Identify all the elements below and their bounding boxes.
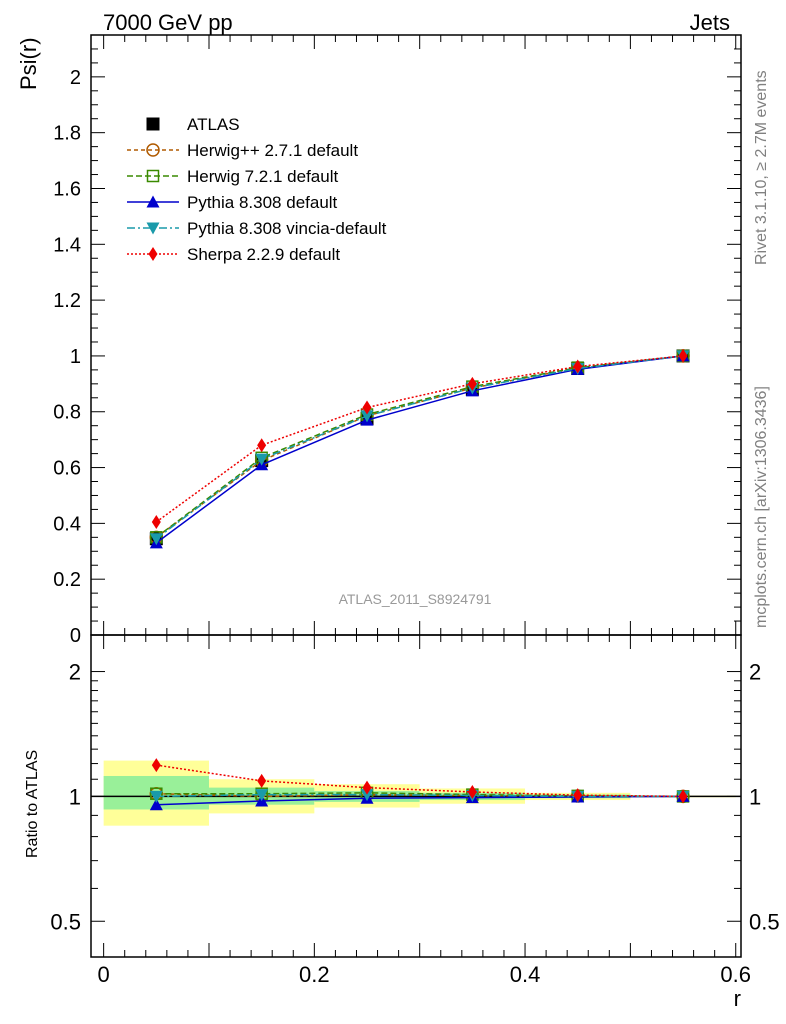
legend-item-herwig-7-2-1-default: Herwig 7.2.1 default [127, 167, 338, 186]
data-point [678, 348, 688, 363]
y-tick-label: 2 [70, 67, 81, 89]
data-point [362, 400, 372, 415]
ratio-data-point [573, 788, 583, 803]
header-right: Jets [690, 10, 730, 35]
header-left: 7000 GeV pp [103, 10, 233, 35]
series-herwig-7-2-1-default [150, 349, 690, 544]
series-atlas [149, 349, 690, 546]
series-line [155, 355, 684, 538]
data-point [467, 376, 477, 391]
y-tick-label: 0.4 [53, 513, 81, 535]
ratio-series-line [156, 764, 684, 798]
ratio-y-tick-label-left: 0.5 [50, 909, 81, 934]
bottom-y-axis-label: Ratio to ATLAS [24, 750, 41, 858]
main-panel: 0 0.2 0.4 0.6 0.8 1 1.2 1.4 1.6 1.8 2 [53, 34, 742, 647]
series-herwig-2-7-1-default [149, 349, 690, 545]
data-point [255, 453, 269, 466]
legend-marker [146, 117, 160, 131]
legend-label: Pythia 8.308 vincia-default [187, 219, 387, 238]
mcplots-label: mcplots.cern.ch [arXiv:1306.3436] [753, 386, 770, 628]
series-line [155, 355, 684, 523]
series-sherpa-2-2-9-default [151, 348, 688, 529]
ratio-data-point [257, 773, 267, 788]
series-pythia-8-308-vincia-default [149, 350, 690, 546]
ratio-series-line [156, 792, 684, 798]
ratio-y-tick-label-left: 2 [69, 660, 81, 685]
ratio-data-point [149, 790, 163, 803]
ratio-y-tick-label-right: 1 [749, 784, 761, 809]
ratio-data-point [255, 789, 269, 802]
legend-label: Sherpa 2.2.9 default [187, 245, 340, 264]
ratio-y-tick-label-right: 2 [749, 660, 761, 685]
data-point [149, 533, 163, 546]
legend-marker [146, 195, 160, 208]
y-tick-label: 1.8 [53, 123, 81, 145]
y-tick-label: 1 [70, 346, 81, 368]
y-tick-label: 0.6 [53, 458, 81, 480]
legend-item-atlas: ATLAS [146, 115, 240, 134]
data-point [257, 438, 267, 453]
legend-label: Pythia 8.308 default [187, 193, 338, 212]
ratio-panel: 0.5 0.5 1 1 2 2 0 0.2 0.4 0.6 [50, 634, 780, 987]
legend-marker [148, 247, 158, 261]
ratio-series-sherpa-2-2-9-default [151, 758, 688, 804]
legend-label: ATLAS [187, 115, 240, 134]
y-tick-label: 0.8 [53, 402, 81, 424]
legend-marker [146, 169, 160, 183]
y-tick-label: 1.2 [53, 290, 81, 312]
rivet-version-label: Rivet 3.1.10, ≥ 2.7M events [753, 70, 770, 265]
legend-label: Herwig 7.2.1 default [187, 167, 338, 186]
x-tick-label: 0 [98, 962, 110, 987]
ratio-data-point [151, 758, 161, 773]
ratio-y-tick-label-right: 0.5 [749, 909, 780, 934]
data-point [151, 514, 161, 529]
data-point [573, 359, 583, 374]
series-line [155, 355, 684, 538]
ratio-data-point [467, 784, 477, 799]
x-tick-label: 0.2 [299, 962, 330, 987]
x-axis-label: r [734, 986, 741, 1011]
legend-label: Herwig++ 2.7.1 default [187, 141, 358, 160]
ratio-data-point [360, 789, 374, 802]
series-line [155, 355, 684, 540]
ratio-y-tick-label-left: 1 [69, 784, 81, 809]
series-line [155, 355, 684, 544]
ratio-data-point [362, 780, 372, 795]
series-pythia-8-308-default [149, 349, 690, 549]
y-tick-label: 0.2 [53, 569, 81, 591]
analysis-watermark: ATLAS_2011_S8924791 [339, 591, 492, 607]
x-tick-label: 0.4 [510, 962, 541, 987]
ratio-data-point [149, 798, 163, 811]
legend: ATLAS Herwig++ 2.7.1 default Herwig 7.2.1 … [127, 115, 387, 264]
legend-item-pythia-8-308-default: Pythia 8.308 default [127, 193, 338, 212]
y-tick-label: 0 [70, 625, 81, 647]
top-y-axis-label: Psi(r) [16, 37, 41, 90]
ratio-series-line [156, 793, 684, 798]
legend-marker [146, 143, 160, 157]
legend-item-sherpa-2-2-9-default: Sherpa 2.2.9 default [127, 245, 340, 264]
legend-marker [146, 222, 160, 235]
y-tick-label: 1.6 [53, 178, 81, 200]
y-tick-label: 1.4 [53, 234, 81, 256]
data-point [360, 410, 374, 423]
x-tick-label: 0.6 [720, 962, 751, 987]
legend-item-pythia-8-308-vincia-default: Pythia 8.308 vincia-default [127, 219, 387, 238]
ratio-data-point [678, 789, 688, 804]
ratio-series-line [156, 792, 684, 798]
legend-item-herwig-2-7-1-default: Herwig++ 2.7.1 default [127, 141, 358, 160]
